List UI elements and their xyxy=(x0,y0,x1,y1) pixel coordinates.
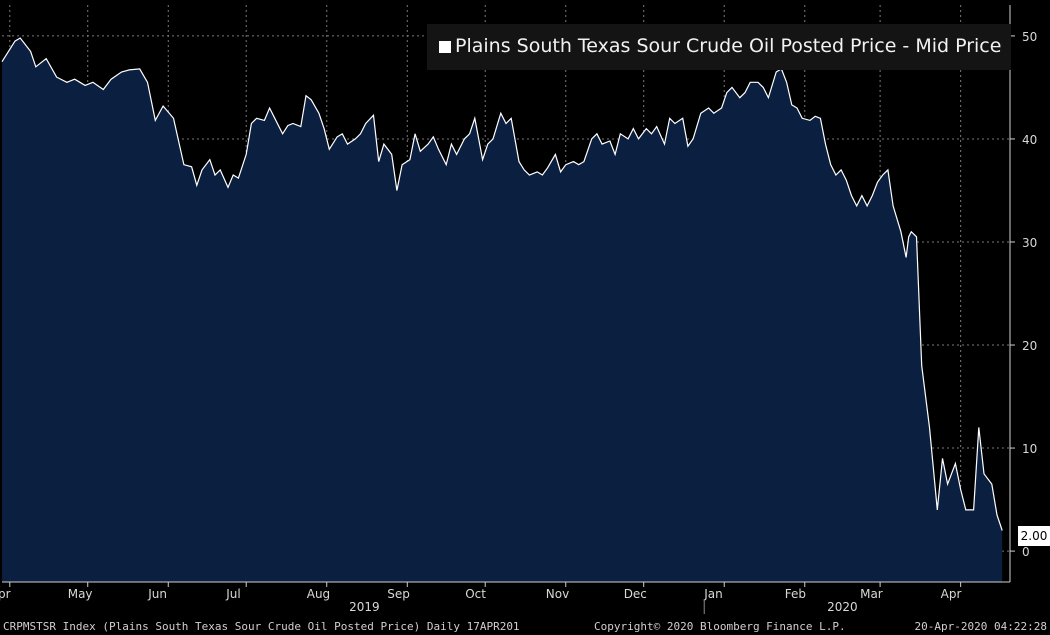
chart-axes: 0 10 20 30 40 50 Apr May Jun Jul Aug Sep Oct Nov Dec Ja… xyxy=(0,5,1037,614)
footer-timestamp: 20-Apr-2020 04:22:28 xyxy=(914,620,1047,633)
y-tick-label: 50 xyxy=(1022,30,1037,44)
y-tick-label: 0 xyxy=(1022,545,1030,559)
footer-copyright: Copyright© 2020 Bloomberg Finance L.P. xyxy=(594,620,846,633)
x-tick-label: May xyxy=(68,587,93,601)
x-tick-label: Nov xyxy=(546,587,569,601)
x-tick-label: Mar xyxy=(860,587,883,601)
chart-legend: Plains South Texas Sour Crude Oil Posted… xyxy=(427,24,1011,70)
legend-label: Plains South Texas Sour Crude Oil Posted… xyxy=(455,35,1002,57)
x-tick-label: Jan xyxy=(703,587,723,601)
x-tick-label: Jun xyxy=(147,587,167,601)
chart-area-series xyxy=(1,37,1003,582)
year-label: 2020 xyxy=(827,600,858,614)
year-label: 2019 xyxy=(349,600,380,614)
last-value-badge: 2.00 xyxy=(1018,526,1050,546)
x-tick-label: Jul xyxy=(225,587,240,601)
x-tick-label: Apr xyxy=(0,587,11,601)
footer-ticker: CRPMSTSR Index (Plains South Texas Sour … xyxy=(3,620,520,633)
x-tick-label: Feb xyxy=(785,587,806,601)
y-tick-label: 10 xyxy=(1022,442,1037,456)
x-tick-label: Dec xyxy=(624,587,647,601)
x-tick-label: Apr xyxy=(941,587,962,601)
series-area-fill xyxy=(2,38,1003,582)
series-line xyxy=(1,37,1003,531)
x-tick-label: Sep xyxy=(387,587,410,601)
legend-swatch xyxy=(439,41,451,53)
y-tick-label: 30 xyxy=(1022,236,1037,250)
y-tick-label: 20 xyxy=(1022,339,1037,353)
x-tick-label: Aug xyxy=(307,587,330,601)
x-tick-label: Oct xyxy=(465,587,486,601)
y-tick-label: 40 xyxy=(1022,133,1037,147)
